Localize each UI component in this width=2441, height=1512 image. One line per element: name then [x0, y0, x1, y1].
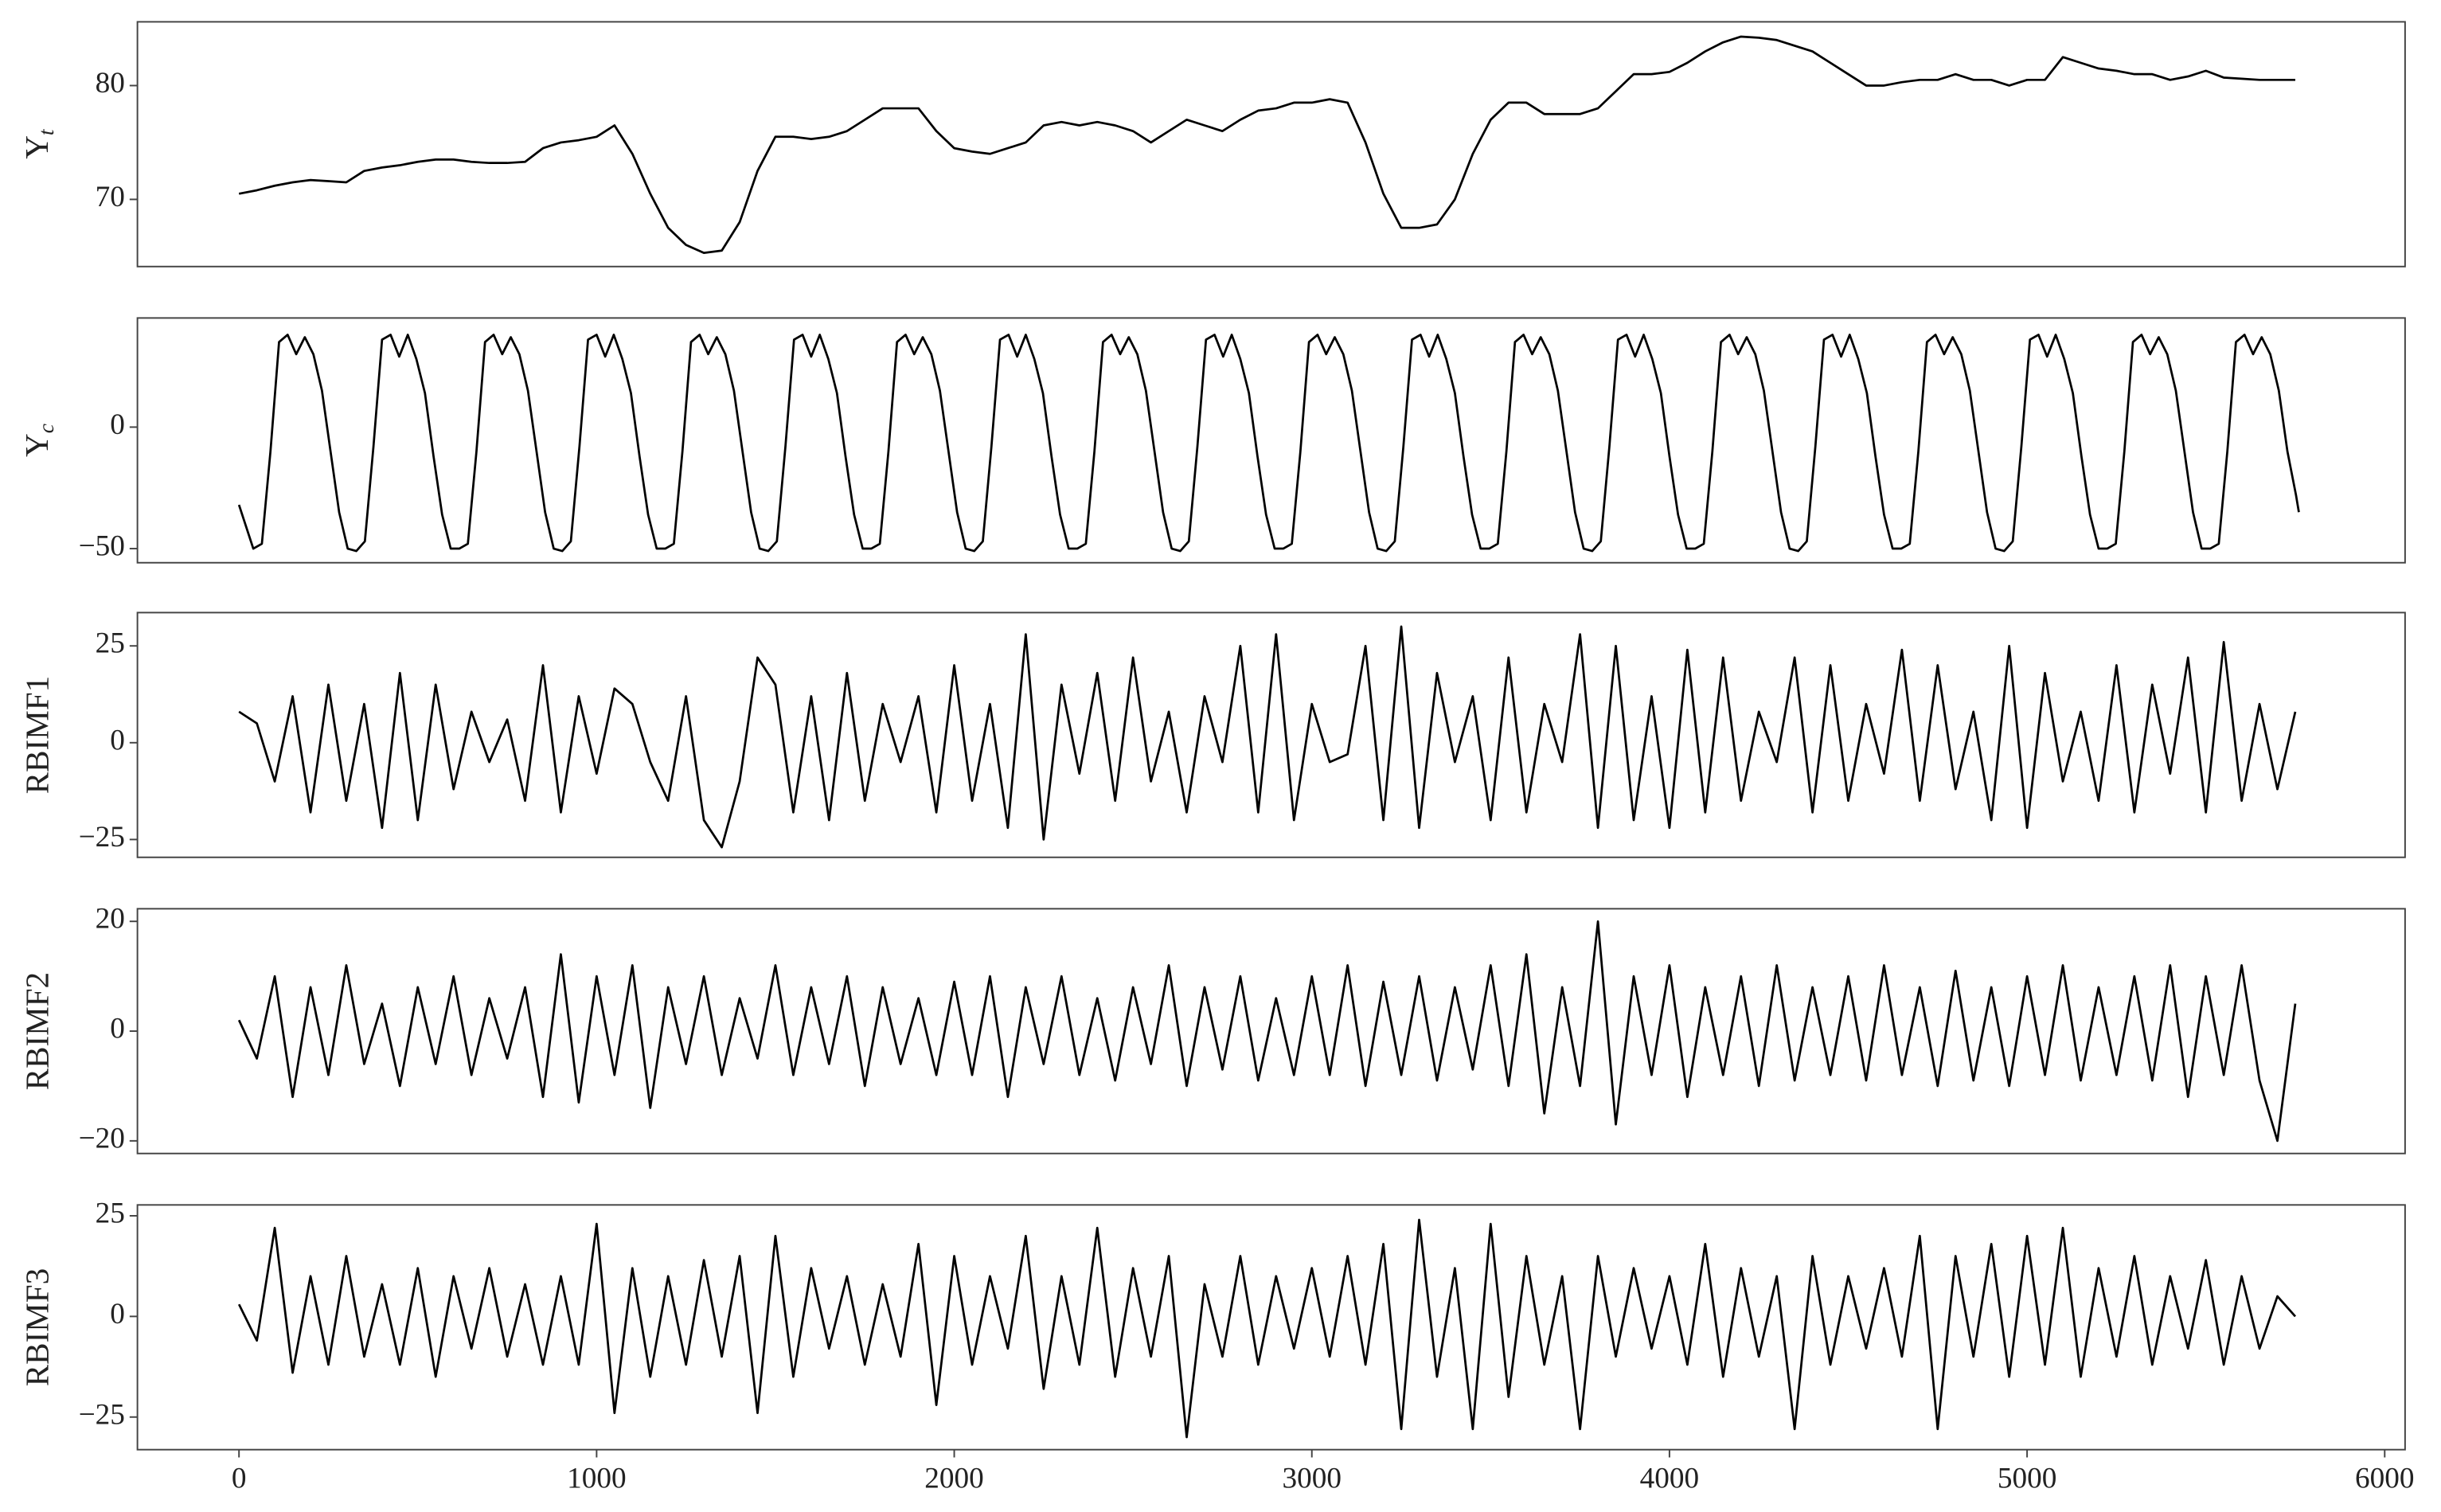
plot-frame: [136, 21, 2406, 268]
y-axis-label: RBIMF3: [18, 1268, 55, 1386]
y-tick-label: −20: [79, 1122, 125, 1155]
plot-frame: [136, 317, 2406, 564]
plot-frame: [136, 611, 2406, 858]
x-tick-label: 1000: [567, 1462, 627, 1494]
line-series: [237, 1218, 2297, 1439]
x-tick-label: 0: [232, 1462, 247, 1494]
y-axis-label: RBIMF1: [18, 676, 55, 794]
y-axis-label: Yt: [18, 128, 58, 159]
y-tick-label: 0: [110, 1298, 125, 1330]
line-series: [237, 334, 2300, 553]
y-axis-label-subscript: t: [34, 128, 58, 135]
y-tick-label: 0: [110, 408, 125, 441]
y-tick-label: 80: [96, 67, 125, 100]
y-tick-label: 0: [110, 724, 125, 756]
plot-frame: [136, 908, 2406, 1155]
x-tick-label: 5000: [1998, 1462, 2057, 1494]
x-tick-label: 4000: [1640, 1462, 1700, 1494]
y-axis-label: RBIMF2: [18, 972, 55, 1090]
y-tick-label: 70: [96, 181, 125, 213]
y-tick-label: −25: [79, 821, 125, 854]
y-tick-label: 0: [110, 1013, 125, 1045]
y-axis-label-subscript: c: [34, 424, 58, 433]
y-axis-label-main: Y: [18, 433, 55, 457]
line-series: [238, 625, 2297, 849]
y-tick-label: 25: [96, 627, 125, 660]
x-tick-label: 3000: [1282, 1462, 1342, 1494]
line-series: [237, 920, 2297, 1143]
y-tick-label: −25: [79, 1398, 125, 1431]
y-axis-label: Yc: [18, 424, 58, 457]
y-tick-label: 20: [96, 903, 125, 936]
y-axis-label-main: Y: [18, 135, 55, 159]
line-series: [238, 35, 2295, 254]
y-tick-label: 25: [96, 1197, 125, 1230]
x-tick-label: 2000: [924, 1462, 984, 1494]
plot-frame: [136, 1204, 2406, 1451]
y-tick-label: −50: [79, 530, 125, 563]
x-tick-label: 6000: [2355, 1462, 2415, 1494]
